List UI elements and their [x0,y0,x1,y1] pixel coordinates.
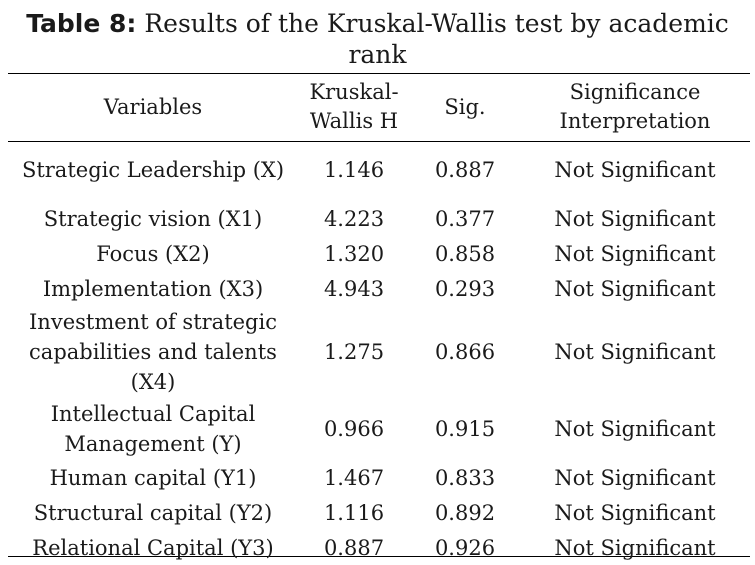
table-row: Implementation (X3) 4.943 0.293 Not Sign… [8,271,750,306]
top-rule [8,73,750,74]
cell-h: 1.146 [323,158,385,182]
cell-interpretation: Not Significant [554,241,716,266]
cell-h: 0.966 [323,417,385,441]
table-row: Strategic Leadership (X) 1.146 0.887 Not… [8,139,750,201]
header-kruskal-wallis-h: Kruskal-Wallis H [309,80,399,133]
table-row: Focus (X2) 1.320 0.858 Not Significant [8,236,750,271]
header-variables: Variables [103,94,203,119]
cell-variable: Structural capital (Y2) [33,500,273,525]
header-rule [8,141,750,142]
cell-variable: Investment of strategic capabilities and… [29,310,277,394]
table-row: Strategic vision (X1) 4.223 0.377 Not Si… [8,201,750,236]
cell-variable: Implementation (X3) [42,276,264,301]
cell-interpretation: Not Significant [554,465,716,490]
cell-h: 0.887 [323,535,385,560]
table-row: Human capital (Y1) 1.467 0.833 Not Signi… [8,460,750,495]
cell-interpretation: Not Significant [554,158,716,182]
cell-variable: Human capital (Y1) [49,465,257,490]
cell-interpretation: Not Significant [554,276,716,301]
cell-interpretation: Not Significant [554,535,716,560]
cell-h: 4.943 [323,276,385,301]
cell-sig: 0.926 [434,535,496,560]
cell-sig: 0.293 [434,276,496,301]
cell-h: 1.320 [323,241,385,266]
cell-variable: Relational Capital (Y3) [32,535,274,560]
cell-h: 1.116 [323,500,385,525]
cell-variable: Focus (X2) [96,241,210,266]
table-row: Structural capital (Y2) 1.116 0.892 Not … [8,495,750,530]
header-row: Variables Kruskal-Wallis H Sig. Signific… [8,75,750,139]
cell-sig: 0.866 [434,340,496,364]
cell-variable: Strategic vision (X1) [43,206,263,231]
caption-label: Table 8: [26,9,137,38]
cell-interpretation: Not Significant [554,500,716,525]
cell-sig: 0.892 [434,500,496,525]
cell-h: 1.467 [323,465,385,490]
table-row: Intellectual Capital Management (Y) 0.96… [8,398,750,460]
header-interpretation: Significance Interpretation [559,80,711,133]
cell-sig: 0.858 [434,241,496,266]
cell-interpretation: Not Significant [554,206,716,231]
cell-sig: 0.887 [434,158,496,182]
bottom-rule [8,556,750,557]
cell-sig: 0.833 [434,465,496,490]
table-row: Relational Capital (Y3) 0.887 0.926 Not … [8,530,750,565]
table-caption: Table 8: Results of the Kruskal-Wallis t… [0,8,755,70]
header-sig: Sig. [444,94,486,119]
results-table: Variables Kruskal-Wallis H Sig. Signific… [8,75,750,565]
caption-text: Results of the Kruskal-Wallis test by ac… [136,9,729,69]
cell-h: 4.223 [323,206,385,231]
cell-sig: 0.377 [434,206,496,231]
cell-variable: Intellectual Capital Management (Y) [50,402,256,456]
cell-h: 1.275 [323,340,385,364]
cell-interpretation: Not Significant [554,340,716,364]
table-row: Investment of strategic capabilities and… [8,306,750,398]
cell-variable: Strategic Leadership (X) [21,158,285,182]
cell-sig: 0.915 [434,417,496,441]
cell-interpretation: Not Significant [554,417,716,441]
